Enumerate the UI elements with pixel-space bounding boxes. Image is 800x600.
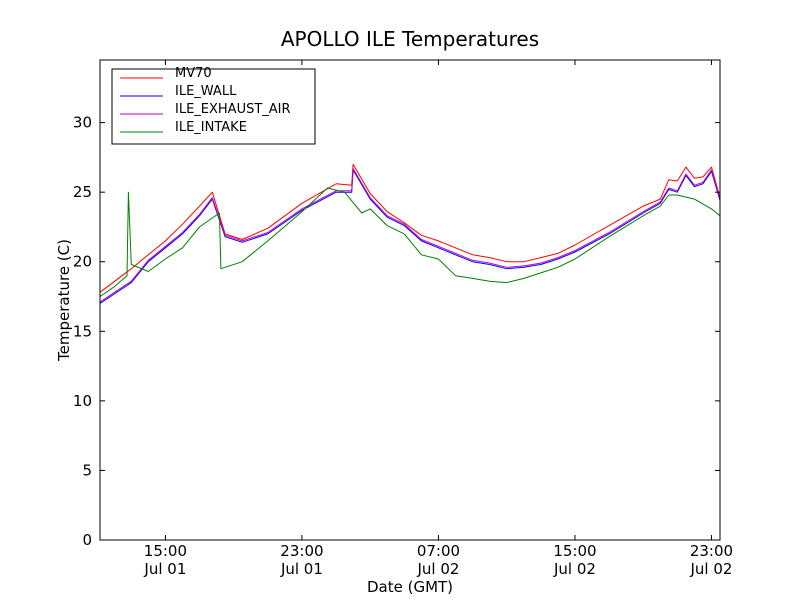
x-tick-label-time: 15:00 [144, 542, 187, 560]
y-tick-label: 30 [73, 114, 92, 132]
x-tick-label-time: 15:00 [553, 542, 596, 560]
legend-label-mv70: MV70 [175, 66, 212, 81]
legend: MV70 ILE_WALL ILE_EXHAUST_AIR ILE_INTAKE [111, 66, 316, 145]
series-line-ile-wall [99, 169, 721, 304]
x-tick-label-date: Jul 02 [689, 560, 732, 578]
series-line-ile-intake [99, 187, 721, 297]
legend-label-ile-exhaust-air: ILE_EXHAUST_AIR [175, 102, 291, 117]
x-tick-label-date: Jul 02 [553, 560, 596, 578]
x-tick-label-time: 23:00 [690, 542, 733, 560]
legend-label-ile-intake: ILE_INTAKE [175, 120, 247, 135]
plot-frame [99, 59, 721, 541]
y-tick-label: 25 [73, 183, 92, 201]
series-layer [99, 163, 721, 304]
legend-label-ile-wall: ILE_WALL [175, 84, 237, 99]
x-tick-label-date: Jul 02 [416, 560, 459, 578]
x-axis-label: Date (GMT) [367, 578, 453, 596]
x-tick-label-date: Jul 01 [280, 560, 323, 578]
x-tick-label-time: 07:00 [417, 542, 460, 560]
y-tick-label: 10 [73, 392, 92, 410]
y-tick-label: 5 [82, 461, 92, 479]
y-tick-label: 20 [73, 253, 92, 271]
y-axis-label: Temperature (C) [55, 239, 73, 362]
y-tick-label: 0 [82, 531, 92, 549]
y-tick-label: 15 [73, 322, 92, 340]
series-line-ile-exhaust-air [99, 168, 721, 303]
x-tick-label-date: Jul 01 [143, 560, 186, 578]
x-tick-label-time: 23:00 [280, 542, 323, 560]
series-line-mv70 [99, 163, 721, 293]
chart-title: APOLLO ILE Temperatures [281, 27, 539, 51]
